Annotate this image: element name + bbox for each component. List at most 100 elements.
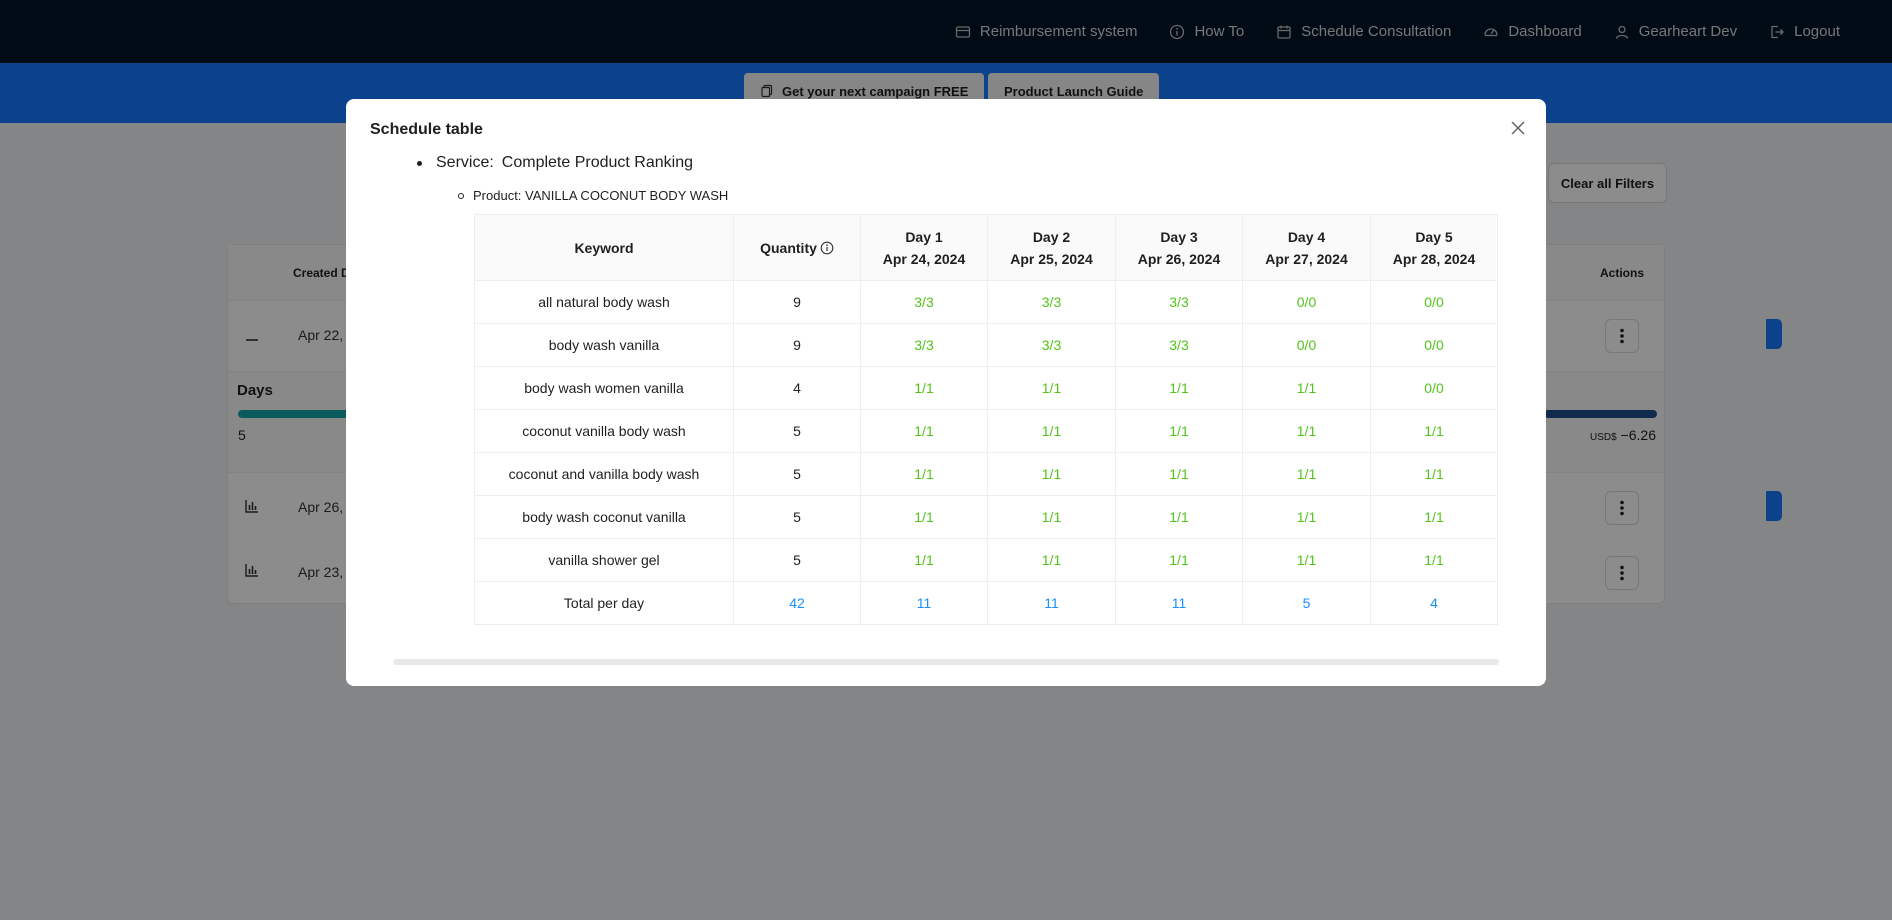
nav-label: Reimbursement system [979,23,1138,40]
service-value: Complete Product Ranking [501,154,694,171]
day-total: 11 [1115,581,1243,625]
schedule-table: Keyword Quantity Day 1 Apr 24, 2024 Day 2… [474,214,1498,625]
day-progress-cell: 3/3 [860,280,988,324]
day-progress-cell: 0/0 [1370,323,1498,367]
more-vertical-icon [1620,500,1624,516]
created-date-header: Created D [293,266,350,280]
day-progress-cell: 1/1 [1115,409,1243,453]
keyword-cell: coconut and vanilla body wash [474,452,734,496]
keyword-cell: body wash coconut vanilla [474,495,734,539]
day-header: Day 4 Apr 27, 2024 [1242,214,1371,281]
table-row: body wash vanilla 9 3/3 3/3 3/3 0/0 0/0 [474,323,1498,367]
day-progress-cell: 1/1 [1242,452,1371,496]
keyword-cell: vanilla shower gel [474,538,734,582]
quantity-cell: 5 [733,409,861,453]
nav-reimbursement[interactable]: Reimbursement system [955,23,1138,40]
quantity-cell: 4 [733,366,861,410]
day-progress-cell: 1/1 [1370,452,1498,496]
day-progress-cell: 1/1 [860,538,988,582]
day-progress-cell: 1/1 [987,409,1116,453]
logout-icon [1771,25,1785,38]
bullet-disc [417,160,422,166]
day-progress-cell: 1/1 [1115,366,1243,410]
quantity-cell: 5 [733,452,861,496]
keyword-cell: body wash women vanilla [474,366,734,410]
day-header: Day 1 Apr 24, 2024 [860,214,988,281]
day-date: Apr 28, 2024 [1392,250,1476,267]
quantity-cell: 9 [733,323,861,367]
modal-title: Schedule table [370,121,483,138]
row-created-date: Apr 26, [298,499,344,515]
day-total: 11 [987,581,1116,625]
nav-label: Gearheart Dev [1638,23,1738,40]
day-date: Apr 24, 2024 [882,250,966,267]
product-line: Product: VANILLA COCONUT BODY WASH [458,188,728,203]
day-progress-cell: 1/1 [1370,409,1498,453]
bar-chart-icon[interactable] [244,562,260,578]
nav-label: Dashboard [1508,23,1582,40]
row-primary-button[interactable] [1766,491,1782,521]
schedule-modal: Schedule table Service: Complete Product… [346,99,1546,686]
dashboard-icon [1484,27,1498,36]
bar-chart-icon[interactable] [244,498,260,514]
quantity-cell: 9 [733,280,861,324]
day-progress-cell: 1/1 [1115,538,1243,582]
info-circle-icon[interactable] [820,241,834,255]
horizontal-scrollbar[interactable] [393,659,1499,665]
quantity-cell: 5 [733,495,861,539]
day-progress-cell: 1/1 [1370,538,1498,582]
more-actions-button[interactable] [1605,556,1639,590]
day-progress-cell: 3/3 [860,323,988,367]
nav-user[interactable]: Gearheart Dev [1614,23,1737,40]
day-progress-cell: 1/1 [987,366,1116,410]
day-progress-cell: 1/1 [987,538,1116,582]
day-progress-cell: 0/0 [1242,323,1371,367]
day-header: Day 2 Apr 25, 2024 [987,214,1116,281]
day-total: 11 [860,581,988,625]
nav-label: How To [1194,23,1245,40]
info-circle-icon [1170,24,1185,39]
day-progress-cell: 1/1 [1115,495,1243,539]
quantity-header-label: Quantity [760,239,817,256]
day-progress-cell: 1/1 [1242,366,1371,410]
budget-progress-bar [1544,410,1657,418]
days-value: 5 [238,427,246,443]
day-name: Day 2 [1032,228,1071,245]
day-progress-cell: 3/3 [987,280,1116,324]
keyword-header: Keyword [474,214,734,281]
day-progress-cell: 1/1 [987,495,1116,539]
table-row: all natural body wash 9 3/3 3/3 3/3 0/0 … [474,280,1498,324]
nav-how-to[interactable]: How To [1169,23,1244,40]
collapse-icon[interactable] [244,332,260,348]
day-header: Day 3 Apr 26, 2024 [1115,214,1243,281]
close-icon[interactable] [1508,118,1528,138]
nav-dashboard[interactable]: Dashboard [1483,23,1582,40]
table-row: body wash women vanilla 4 1/1 1/1 1/1 1/… [474,366,1498,410]
more-actions-button[interactable] [1605,491,1639,525]
service-label: Service: [436,154,494,171]
day-progress-cell: 1/1 [1242,538,1371,582]
totals-label: Total per day [474,581,734,625]
bullet-circle [458,192,464,199]
table-row: coconut and vanilla body wash 5 1/1 1/1 … [474,452,1498,496]
nav-logout[interactable]: Logout [1769,23,1840,40]
day-date: Apr 26, 2024 [1137,250,1221,267]
keyword-cell: body wash vanilla [474,323,734,367]
day-progress-cell: 1/1 [860,409,988,453]
day-progress-cell: 3/3 [987,323,1116,367]
clear-filters-button[interactable]: Clear all Filters [1548,163,1667,203]
table-header-row: Keyword Quantity Day 1 Apr 24, 2024 Day 2… [474,214,1498,281]
more-vertical-icon [1620,328,1624,344]
row-primary-button[interactable] [1766,319,1782,349]
day-name: Day 1 [905,228,943,245]
more-vertical-icon [1620,565,1624,581]
day-progress-cell: 1/1 [1115,452,1243,496]
card-icon [955,25,971,38]
days-label: Days [237,382,273,399]
more-actions-button[interactable] [1605,319,1639,353]
table-row: vanilla shower gel 5 1/1 1/1 1/1 1/1 1/1 [474,538,1498,582]
row-created-date: Apr 23, [298,564,344,580]
calendar-icon [1277,25,1291,39]
nav-schedule-consultation[interactable]: Schedule Consultation [1276,23,1451,40]
copy-icon [761,84,773,98]
